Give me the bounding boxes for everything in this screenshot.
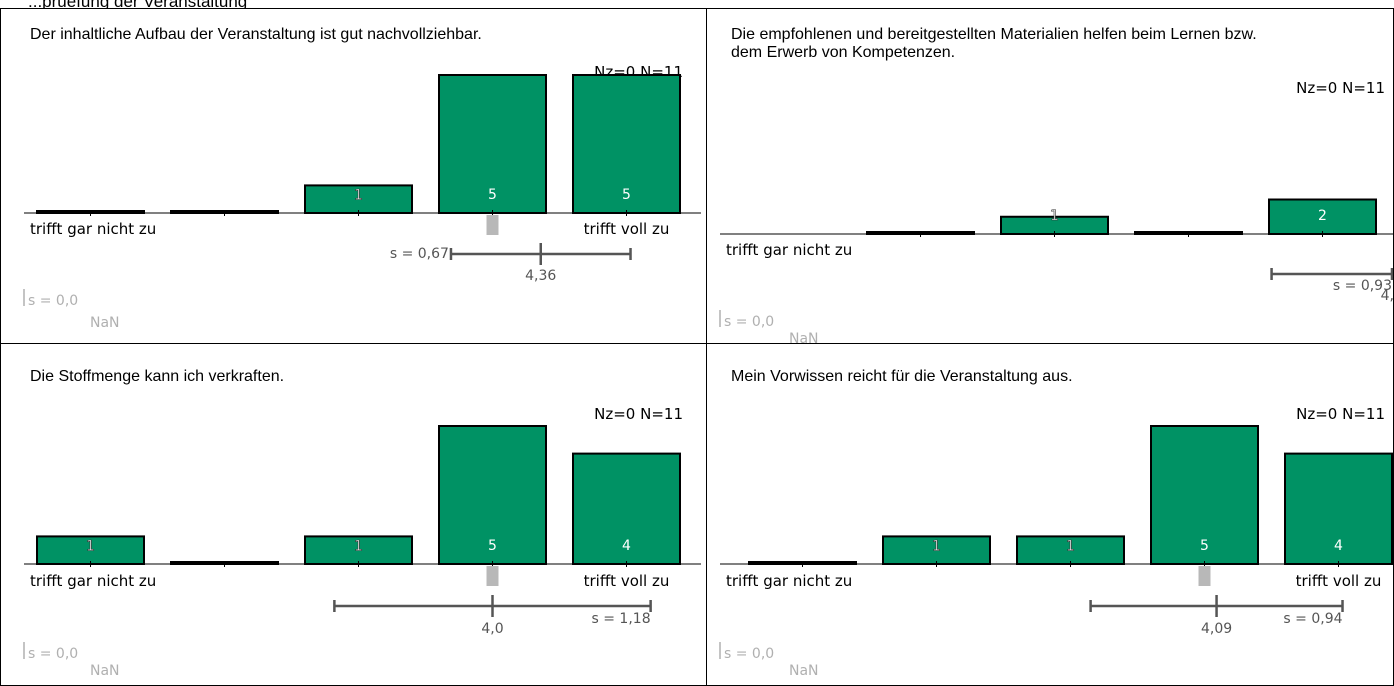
n-count-label: Nz=0 N=11 xyxy=(594,405,683,423)
bar xyxy=(882,535,991,565)
bar xyxy=(1268,198,1377,235)
bar xyxy=(572,74,681,214)
bar-chart-vorwissen: Mein Vorwissen reicht für die Veranstalt… xyxy=(719,368,1393,679)
mean-value-label: 4,36 xyxy=(525,268,556,284)
right-anchor-label: trifft voll zu xyxy=(584,572,670,590)
median-marker xyxy=(486,566,499,586)
median-marker xyxy=(486,215,499,235)
bar-value-label: 2 xyxy=(1318,208,1327,224)
bar-value-label: 1 xyxy=(354,538,363,554)
bar-value-label: 5 xyxy=(1200,538,1209,554)
question-title-line: dem Erwerb von Kompetenzen. xyxy=(731,44,955,61)
bar-chart-aufbau: Der inhaltliche Aufbau der Veranstaltung… xyxy=(23,26,701,331)
bar-value-label: 4 xyxy=(1334,538,1343,554)
nan-mean-label: NaN xyxy=(90,663,120,679)
left-anchor-label: trifft gar nicht zu xyxy=(726,241,852,259)
mean-value-label: 4,09 xyxy=(1201,621,1232,637)
n-count-label: Nz=0 N=11 xyxy=(1296,79,1385,97)
bar-chart-materialien: Die empfohlenen und bereitgestellten Mat… xyxy=(719,26,1394,344)
left-anchor-label: trifft gar nicht zu xyxy=(30,220,156,238)
nan-mean-label: NaN xyxy=(789,663,819,679)
bar-value-label: 5 xyxy=(488,187,497,203)
mean-value-label: 4,55 xyxy=(1381,288,1394,304)
bar xyxy=(438,74,547,214)
left-anchor-label: trifft gar nicht zu xyxy=(30,572,156,590)
bar-value-label: 1 xyxy=(1050,208,1059,224)
right-anchor-label: trifft voll zu xyxy=(584,220,670,238)
question-panel-materialien: Die empfohlenen und bereitgestellten Mat… xyxy=(706,8,1394,344)
page-header: ...pruefung der Veranstaltung xyxy=(28,0,248,11)
bar-value-label: 1 xyxy=(354,187,363,203)
question-title-line: Die Stoffmenge kann ich verkraften. xyxy=(30,368,284,385)
sd-value-label: s = 0,94 xyxy=(1283,611,1342,627)
question-panel-vorwissen: Mein Vorwissen reicht für die Veranstalt… xyxy=(706,343,1394,686)
bar xyxy=(438,425,547,565)
bar xyxy=(1150,425,1259,565)
mean-value-label: 4,0 xyxy=(481,621,503,637)
bar-value-label: 4 xyxy=(622,538,631,554)
bar-value-label: 1 xyxy=(86,538,95,554)
sd-value-label: s = 0,93 xyxy=(1333,278,1392,294)
sd-value-label: s = 1,18 xyxy=(592,611,651,627)
bar-value-label: 1 xyxy=(932,538,941,554)
sd-value-label: s = 0,67 xyxy=(390,246,449,262)
bar-value-label: 1 xyxy=(1066,538,1075,554)
nan-sd-label: s = 0,0 xyxy=(724,314,774,330)
left-anchor-label: trifft gar nicht zu xyxy=(726,572,852,590)
nan-sd-label: s = 0,0 xyxy=(724,646,774,662)
median-marker xyxy=(1198,566,1211,586)
question-title-line: Mein Vorwissen reicht für die Veranstalt… xyxy=(731,368,1073,385)
bar-chart-stoffmenge: Die Stoffmenge kann ich verkraften. Nz=0 … xyxy=(23,368,701,679)
question-title-line: Der inhaltliche Aufbau der Veranstaltung… xyxy=(30,26,482,43)
bar-value-label: 5 xyxy=(622,187,631,203)
nan-sd-label: s = 0,0 xyxy=(28,646,78,662)
right-anchor-label: trifft voll zu xyxy=(1296,572,1382,590)
question-panel-stoffmenge: Die Stoffmenge kann ich verkraften. Nz=0 … xyxy=(0,343,707,686)
nan-mean-label: NaN xyxy=(90,315,120,331)
bar-value-label: 5 xyxy=(488,538,497,554)
nan-sd-label: s = 0,0 xyxy=(28,293,78,309)
question-panel-aufbau: Der inhaltliche Aufbau der Veranstaltung… xyxy=(0,8,707,344)
n-count-label: Nz=0 N=11 xyxy=(1296,405,1385,423)
bar xyxy=(572,452,681,565)
nan-mean-label: NaN xyxy=(789,331,819,344)
question-title-line: Die empfohlenen und bereitgestellten Mat… xyxy=(731,26,1257,43)
bar xyxy=(1284,452,1393,565)
